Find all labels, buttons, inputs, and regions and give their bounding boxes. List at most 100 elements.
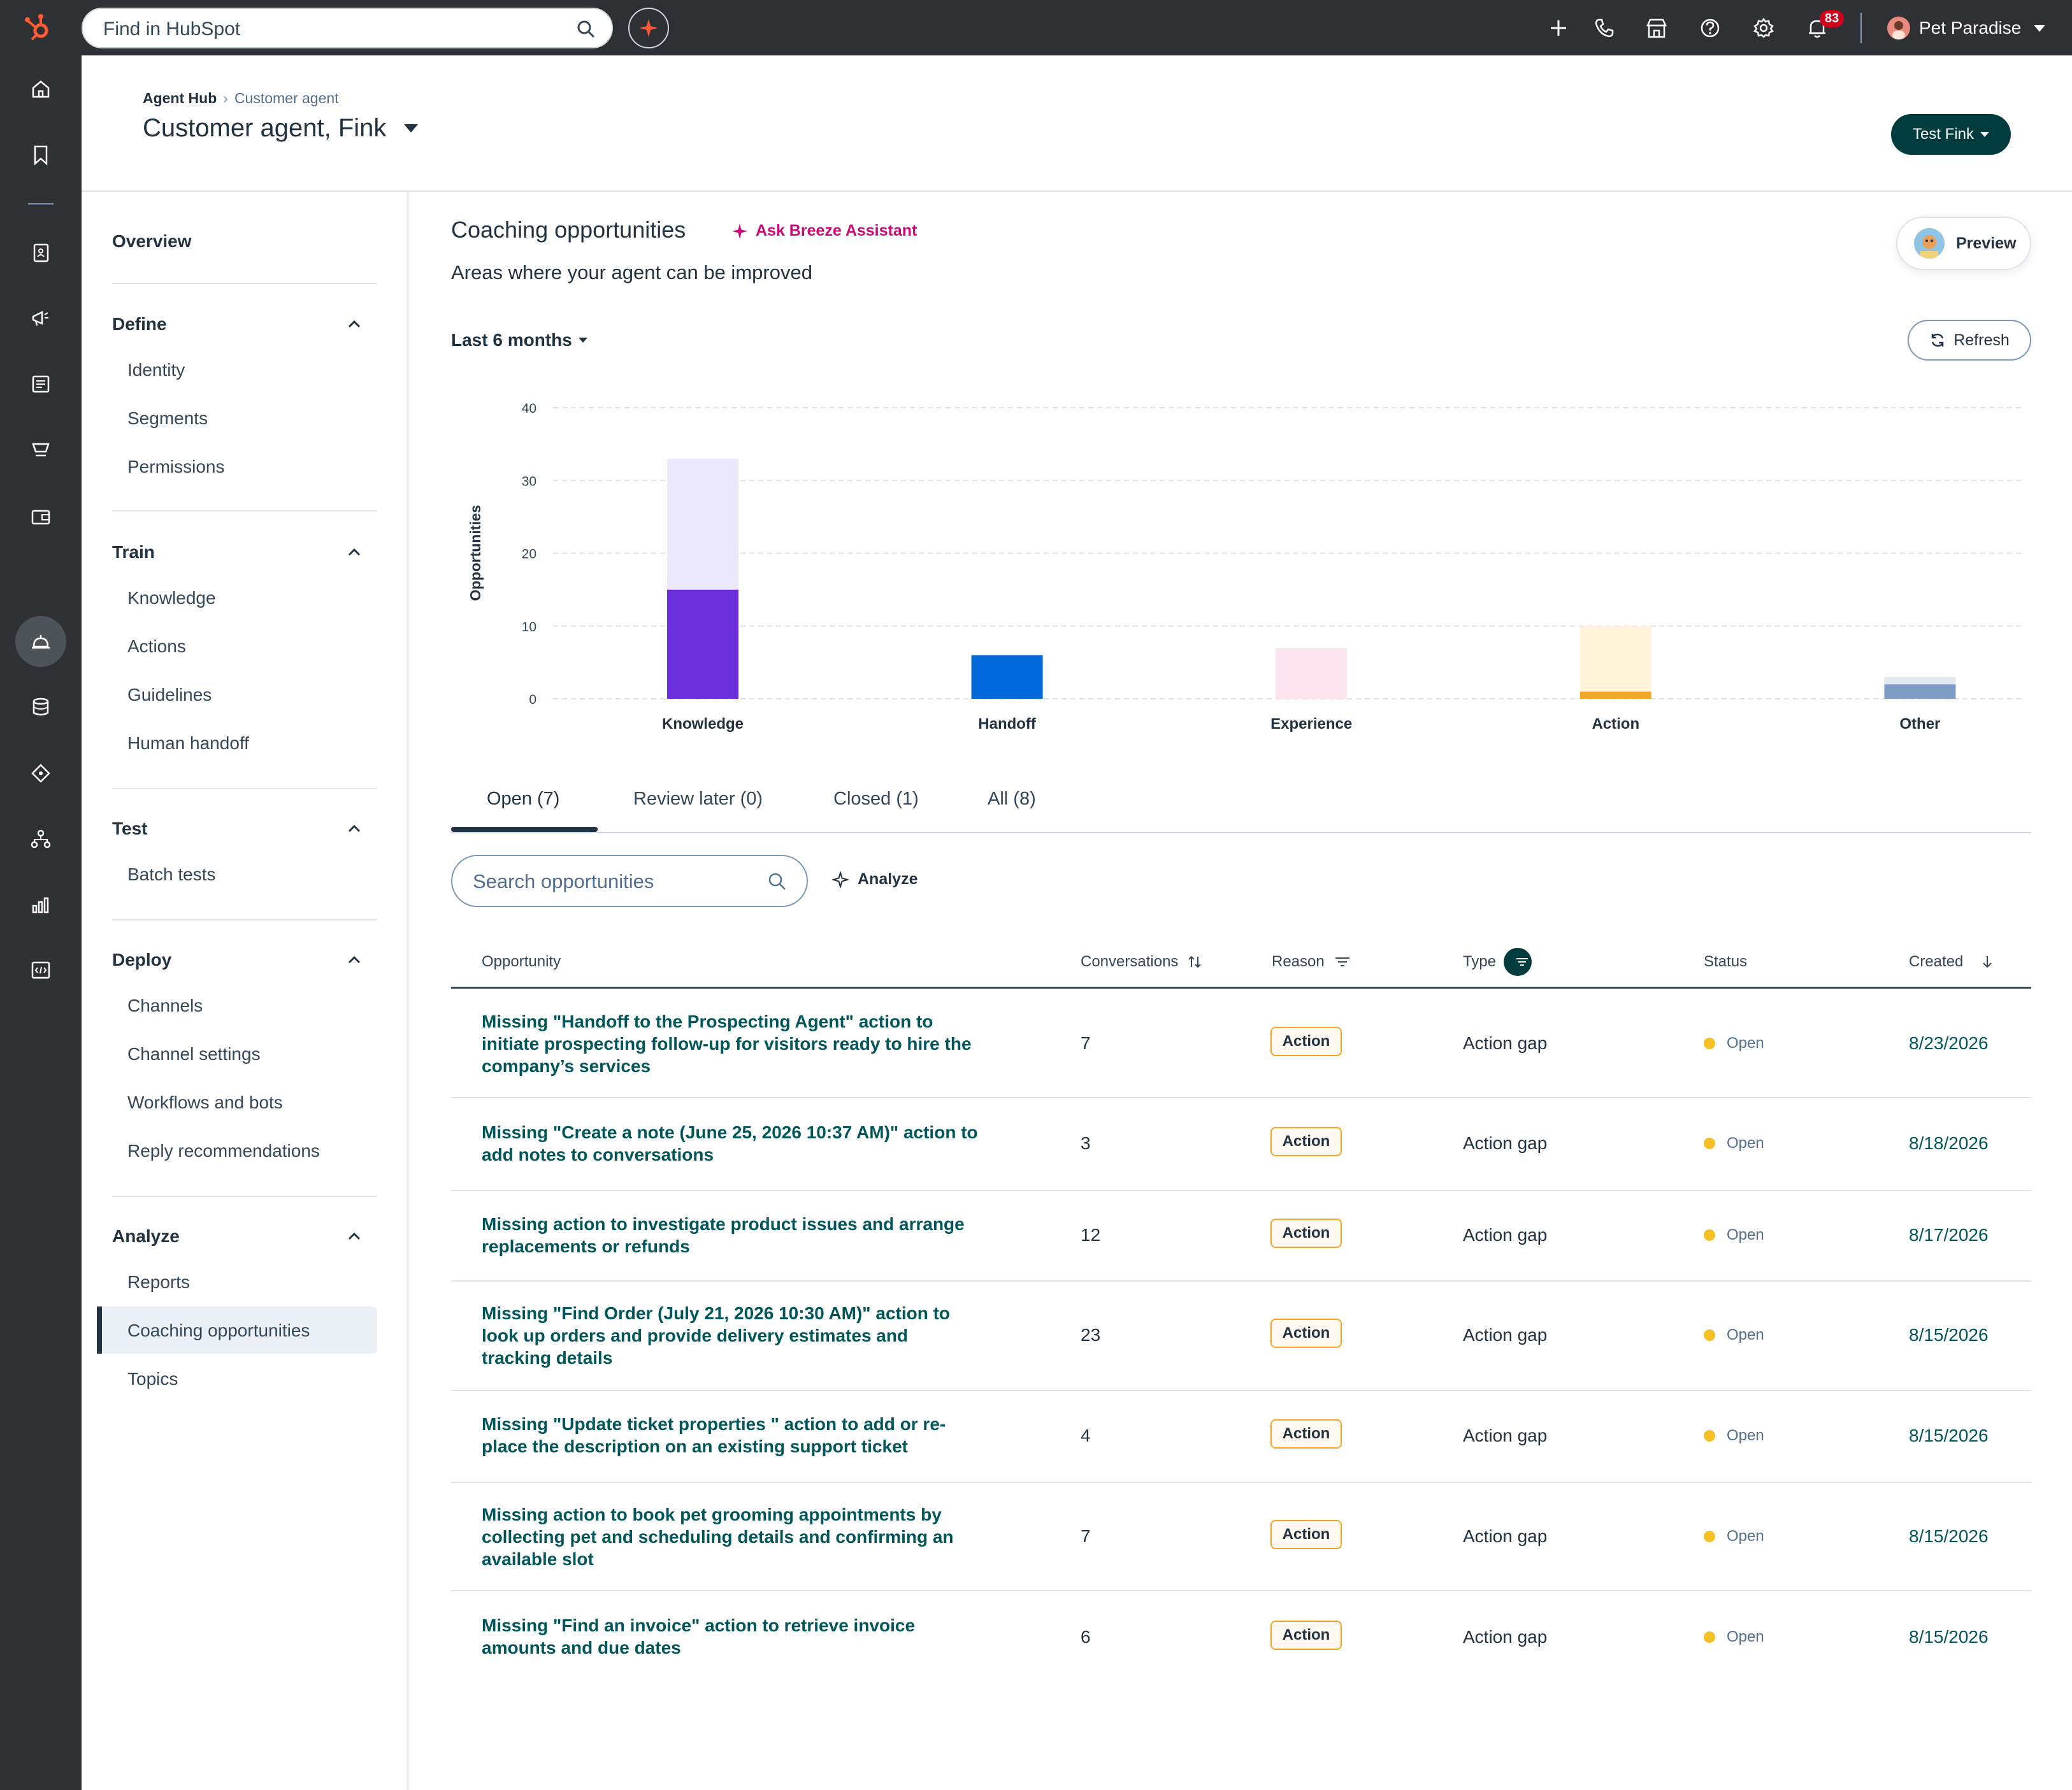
opportunity-link[interactable]: Missing "Find an invoice" action to retr…	[482, 1615, 916, 1658]
opportunity-link[interactable]: Missing "Update ticket properties " acti…	[482, 1414, 946, 1456]
sidebar-item-topics[interactable]: Topics	[127, 1369, 178, 1389]
plus-icon[interactable]	[1546, 15, 1571, 41]
service-bell-icon[interactable]	[28, 629, 54, 654]
tab-closed[interactable]: Closed (1)	[833, 789, 919, 809]
refresh-button[interactable]: Refresh	[1908, 320, 2031, 361]
sidebar-item-human-handoff[interactable]: Human handoff	[127, 733, 249, 753]
contacts-icon[interactable]	[28, 240, 54, 266]
chevron-up-icon[interactable]	[344, 314, 364, 334]
wallet-icon[interactable]	[28, 504, 54, 529]
sidebar-section-deploy[interactable]: Deploy	[112, 950, 172, 970]
page-title: Customer agent, Fink	[143, 114, 387, 142]
table-row[interactable]: Missing "Find Order (July 21, 2026 10:30…	[451, 1282, 2031, 1391]
opportunity-link[interactable]: Missing "Handoff to the Prospecting Agen…	[482, 1012, 972, 1076]
account-menu[interactable]: Pet Paradise	[1887, 14, 2046, 42]
sidebar-item-knowledge[interactable]: Knowledge	[127, 588, 216, 608]
bar-segment-knowledge[interactable]	[667, 589, 738, 699]
sidebar-section-analyze[interactable]: Analyze	[112, 1226, 180, 1246]
status-badge: Open	[1704, 1427, 1764, 1445]
search-opportunities-input[interactable]: Search opportunities	[451, 855, 808, 907]
agent-selector-dropdown[interactable]: Customer agent, Fink	[143, 114, 419, 143]
date-range-label: Last 6 months	[451, 330, 572, 350]
opportunity-link[interactable]: Missing "Find Order (July 21, 2026 10:30…	[482, 1303, 951, 1368]
table-row[interactable]: Missing "Update ticket properties " acti…	[451, 1391, 2031, 1483]
sidebar-item-identity[interactable]: Identity	[127, 360, 185, 380]
sidebar-item-channel-settings[interactable]: Channel settings	[127, 1044, 261, 1064]
opportunity-link[interactable]: Missing "Create a note (June 25, 2026 10…	[482, 1122, 978, 1164]
tab-review-later[interactable]: Review later (0)	[633, 789, 763, 809]
table-row[interactable]: Missing "Handoff to the Prospecting Agen…	[451, 989, 2031, 1098]
hubspot-logo-icon[interactable]	[23, 11, 55, 43]
status-text: Open	[1727, 1326, 1764, 1343]
content-icon[interactable]	[28, 371, 54, 397]
home-icon[interactable]	[28, 76, 54, 102]
chevron-up-icon[interactable]	[344, 542, 364, 562]
date-range-dropdown[interactable]: Last 6 months	[451, 330, 587, 350]
sidebar-section-test[interactable]: Test	[112, 819, 148, 838]
commerce-icon[interactable]	[28, 438, 54, 463]
created-date: 8/15/2026	[1909, 1627, 1989, 1647]
column-header-reason[interactable]: Reason	[1272, 953, 1351, 971]
status-dot	[1704, 1038, 1715, 1049]
settings-gear-icon[interactable]	[1751, 15, 1776, 41]
bar-segment-knowledge[interactable]	[667, 458, 738, 590]
sidebar-item-reports[interactable]: Reports	[127, 1272, 191, 1292]
org-structure-icon[interactable]	[28, 826, 54, 852]
table-row[interactable]: Missing "Create a note (June 25, 2026 10…	[451, 1098, 2031, 1191]
sidebar-item-guidelines[interactable]: Guidelines	[127, 685, 212, 705]
chart-y-tick-label: 30	[522, 474, 536, 489]
bar-segment-experience[interactable]	[1276, 648, 1348, 699]
type-value: Action gap	[1463, 1426, 1548, 1445]
column-header-created[interactable]: Created	[1909, 953, 1995, 971]
table-row[interactable]: Missing action to book pet grooming appo…	[451, 1483, 2031, 1591]
breadcrumb-agent-hub[interactable]: Agent Hub	[143, 90, 217, 106]
preview-button[interactable]: Preview	[1896, 217, 2031, 270]
developer-code-icon[interactable]	[28, 957, 54, 983]
bookmark-icon[interactable]	[28, 142, 54, 168]
phone-icon[interactable]	[1592, 15, 1617, 41]
chart-y-tick-label: 10	[522, 620, 536, 634]
bar-segment-action[interactable]	[1579, 691, 1651, 699]
sidebar-item-overview[interactable]: Overview	[112, 231, 192, 251]
sidebar-item-reply-recommendations[interactable]: Reply recommendations	[127, 1141, 320, 1161]
marketplace-icon[interactable]	[1644, 15, 1669, 41]
search-icon[interactable]	[576, 19, 596, 39]
bar-segment-handoff[interactable]	[971, 655, 1043, 699]
bar-segment-action[interactable]	[1579, 626, 1651, 692]
sidebar-item-segments[interactable]: Segments	[127, 408, 208, 428]
column-header-type[interactable]: Type	[1463, 948, 1532, 976]
sidebar-section-train[interactable]: Train	[112, 542, 155, 562]
table-row[interactable]: Missing action to investigate product is…	[451, 1191, 2031, 1282]
status-dot	[1704, 1138, 1715, 1149]
sidebar-item-actions[interactable]: Actions	[127, 636, 186, 656]
analyze-button[interactable]: Analyze	[832, 870, 917, 889]
sidebar-item-channels[interactable]: Channels	[127, 996, 203, 1015]
global-search-input[interactable]: Find in HubSpot	[82, 8, 613, 48]
opportunity-link[interactable]: Missing action to book pet grooming appo…	[482, 1505, 954, 1569]
tab-open[interactable]: Open (7)	[487, 789, 560, 809]
automation-diamond-icon[interactable]	[28, 761, 54, 786]
test-agent-button[interactable]: Test Fink	[1891, 114, 2011, 155]
bar-segment-other[interactable]	[1884, 684, 1956, 699]
sidebar-item-workflows-and-bots[interactable]: Workflows and bots	[127, 1092, 283, 1112]
opportunity-link[interactable]: Missing action to investigate product is…	[482, 1214, 965, 1256]
marketing-megaphone-icon[interactable]	[28, 306, 54, 331]
chevron-up-icon[interactable]	[344, 819, 364, 839]
column-header-label: Status	[1704, 953, 1748, 970]
active-filter-icon[interactable]	[1504, 948, 1532, 976]
tab-all[interactable]: All (8)	[988, 789, 1036, 809]
chevron-up-icon[interactable]	[344, 950, 364, 970]
ask-breeze-assistant-link[interactable]: Ask Breeze Assistant	[731, 222, 917, 240]
sidebar-item-coaching-opportunities[interactable]	[97, 1307, 377, 1354]
data-database-icon[interactable]	[28, 694, 54, 720]
reporting-chart-icon[interactable]	[28, 892, 54, 917]
chevron-up-icon[interactable]	[344, 1226, 364, 1247]
help-icon[interactable]	[1697, 15, 1723, 41]
sidebar-item-batch-tests[interactable]: Batch tests	[127, 864, 216, 884]
breeze-copilot-button[interactable]	[628, 8, 669, 48]
bar-segment-other[interactable]	[1884, 677, 1956, 685]
sidebar-section-define[interactable]: Define	[112, 314, 167, 334]
column-header-conversations[interactable]: Conversations	[1081, 953, 1202, 971]
table-row[interactable]: Missing "Find an invoice" action to retr…	[451, 1591, 2031, 1674]
sidebar-item-permissions[interactable]: Permissions	[127, 457, 225, 476]
